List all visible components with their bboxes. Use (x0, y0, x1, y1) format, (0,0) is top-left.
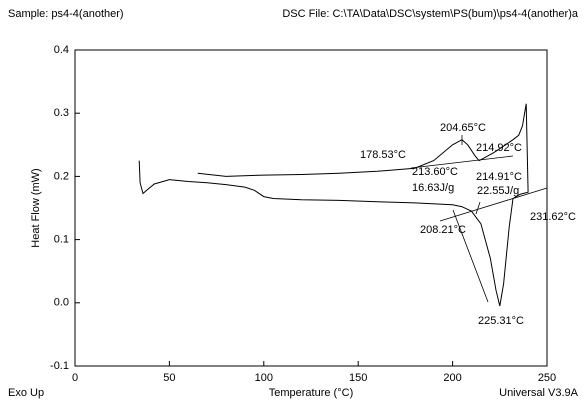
x-tick-label: 100 (255, 372, 273, 384)
baseline-line (439, 187, 548, 222)
x-tick-label: 250 (538, 372, 556, 384)
y-tick-label: -0.1 (50, 360, 69, 372)
y-tick-label: 0.1 (54, 234, 69, 246)
annotation: 204.65°C (440, 122, 486, 134)
annotation: 22.55J/g (477, 185, 519, 197)
y-tick-label: 0.4 (54, 44, 69, 56)
annotation: 178.53°C (360, 149, 406, 161)
x-tick-label: 50 (163, 372, 175, 384)
plot-frame (74, 49, 548, 367)
annotation: 214.91°C (476, 171, 522, 183)
x-tick-label: 200 (443, 372, 461, 384)
x-tick-label: 150 (349, 372, 367, 384)
x-tick-label: 0 (72, 372, 78, 384)
dsc-curve (138, 103, 529, 307)
x-axis-title: Temperature (°C) (269, 387, 353, 399)
tangent-line (452, 209, 489, 303)
marker (475, 201, 481, 215)
annotation: 16.63J/g (412, 182, 454, 194)
annotation: 231.62°C (530, 211, 576, 223)
file-label: DSC File: C:\TA\Data\DSC\system\PS(bum)\… (282, 8, 579, 20)
tangent-line (410, 155, 514, 169)
y-tick-label: 0.2 (54, 170, 69, 182)
y-tick-label: 0.0 (54, 297, 69, 309)
y-axis-title: Heat Flow (mW) (30, 168, 42, 247)
annotation: 208.21°C (420, 224, 466, 236)
y-tick-label: 0.3 (54, 107, 69, 119)
exo-label: Exo Up (8, 387, 44, 399)
version-label: Universal V3.9A (499, 387, 579, 399)
annotation: 225.31°C (478, 315, 524, 327)
annotation: 213.60°C (412, 166, 458, 178)
annotation: 214.92°C (476, 142, 522, 154)
sample-label: Sample: ps4-4(another) (8, 8, 124, 20)
